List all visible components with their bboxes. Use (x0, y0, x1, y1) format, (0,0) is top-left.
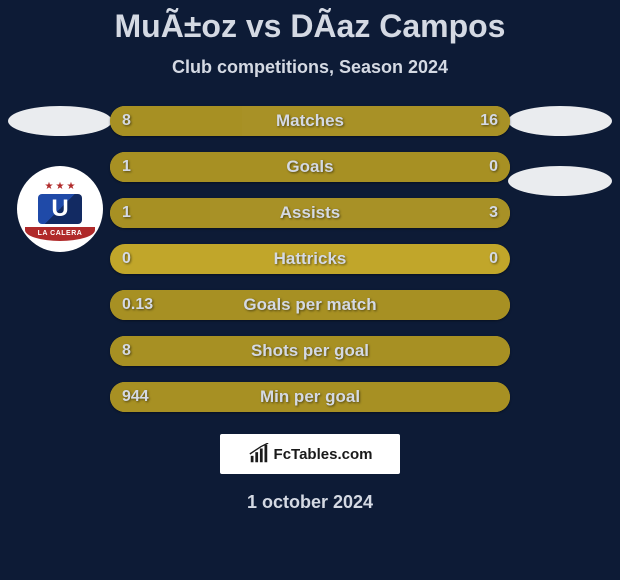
stat-bar-row: 8 16 Matches (110, 106, 510, 136)
badge-ribbon-text: LA CALERA (24, 226, 96, 242)
page-title: MuÃ±oz vs DÃ­az Campos (0, 0, 620, 45)
stat-label: Shots per goal (251, 341, 369, 361)
stat-label: Matches (276, 111, 344, 131)
stat-bar-row: 8 Shots per goal (110, 336, 510, 366)
right-club-badge (508, 166, 612, 196)
stat-label: Goals (286, 157, 333, 177)
footer-date: 1 october 2024 (0, 492, 620, 513)
stat-value-right: 16 (480, 112, 498, 130)
right-flag-icon (508, 106, 612, 136)
footer-brand-badge: FcTables.com (220, 434, 400, 474)
stat-label: Assists (280, 203, 340, 223)
stat-bar-row: 1 0 Goals (110, 152, 510, 182)
stat-value-left: 1 (122, 204, 131, 222)
stat-bar-row: 0 0 Hattricks (110, 244, 510, 274)
stat-bar-row: 0.13 Goals per match (110, 290, 510, 320)
left-flag-icon (8, 106, 112, 136)
stat-label: Goals per match (243, 295, 376, 315)
left-club-badge: ★★★ U LA CALERA (17, 166, 103, 252)
stat-value-right: 0 (489, 250, 498, 268)
page-subtitle: Club competitions, Season 2024 (0, 57, 620, 78)
stat-value-left: 944 (122, 388, 149, 406)
stat-bars-container: 8 16 Matches 1 0 Goals 1 3 Assists 0 0 Hattricks 0.1… (110, 106, 510, 412)
bar-fill-right (210, 198, 510, 228)
stat-value-left: 8 (122, 342, 131, 360)
stat-value-left: 1 (122, 158, 131, 176)
stat-label: Hattricks (274, 249, 347, 269)
footer-brand-text: FcTables.com (274, 446, 373, 463)
stat-value-left: 0 (122, 250, 131, 268)
stat-label: Min per goal (260, 387, 360, 407)
right-side-column (508, 106, 612, 196)
comparison-content: ★★★ U LA CALERA 8 16 Matches 1 0 Goals 1 3 Assis… (0, 106, 620, 412)
stat-value-left: 8 (122, 112, 131, 130)
left-side-column: ★★★ U LA CALERA (8, 106, 112, 252)
stat-value-right: 3 (489, 204, 498, 222)
stat-bar-row: 1 3 Assists (110, 198, 510, 228)
chart-icon (248, 443, 270, 465)
stat-value-right: 0 (489, 158, 498, 176)
stat-value-left: 0.13 (122, 296, 153, 314)
badge-letter: U (38, 194, 82, 224)
badge-stars-icon: ★★★ (45, 181, 76, 192)
stat-bar-row: 944 Min per goal (110, 382, 510, 412)
